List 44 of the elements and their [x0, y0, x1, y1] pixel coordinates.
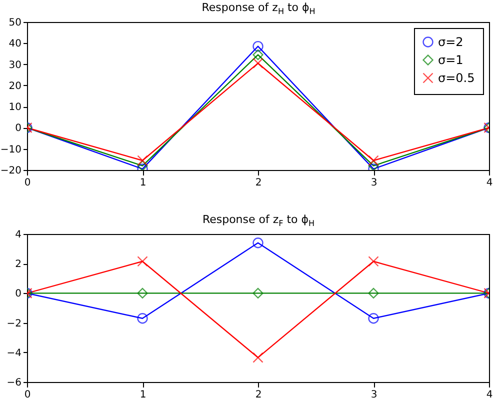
x-tick-label: 1: [140, 390, 146, 400]
x-tick-label: 2: [255, 178, 262, 188]
point: [368, 288, 379, 299]
x-tick-label: 2: [255, 390, 262, 400]
y-tick-label: 40: [8, 38, 22, 50]
x-tick-label: 0: [24, 390, 31, 400]
point: [252, 58, 264, 69]
point: [252, 288, 264, 299]
y-tick-label: −10: [0, 144, 22, 156]
legend-label: σ=1: [438, 53, 464, 67]
point: [252, 49, 264, 60]
y-tick-label: 10: [8, 102, 22, 114]
y-tick-label: −4: [6, 348, 22, 359]
y-tick-label: 50: [8, 18, 22, 28]
point: [137, 256, 148, 267]
y-tick-label: 0: [15, 288, 22, 300]
chart-title: Response of z$_{H}$ to ϕ$_{H}$: [200, 0, 316, 18]
point: [252, 238, 264, 248]
point: [368, 313, 379, 324]
point: [137, 160, 148, 170]
x-tick-label: 1: [140, 178, 146, 188]
y-tick-label: 2: [15, 259, 22, 270]
legend-label: σ=2: [438, 35, 464, 49]
x-tick-label: 3: [370, 178, 378, 188]
y-tick-label: 0: [15, 123, 22, 134]
x-tick-label: 4: [486, 178, 493, 188]
point: [252, 352, 264, 363]
y-tick-label: 30: [8, 60, 22, 71]
y-tick-label: −2: [6, 318, 22, 330]
y-tick-label: −6: [6, 378, 22, 388]
point: [137, 155, 148, 166]
point: [368, 256, 379, 267]
y-tick-label: 20: [8, 80, 22, 92]
chart-title: Response of z$_{F}$ to ϕ$_{H}$: [201, 212, 316, 230]
x-tick-label: 0: [24, 178, 31, 188]
point: [368, 160, 379, 170]
legend-label: σ=0.5: [438, 71, 475, 85]
x-tick-label: 3: [370, 390, 378, 400]
x-tick-label: 4: [486, 390, 493, 400]
point: [368, 155, 379, 166]
y-tick-label: 4: [15, 230, 22, 240]
point: [137, 313, 148, 324]
y-tick-label: −20: [0, 166, 22, 176]
point: [137, 288, 148, 299]
